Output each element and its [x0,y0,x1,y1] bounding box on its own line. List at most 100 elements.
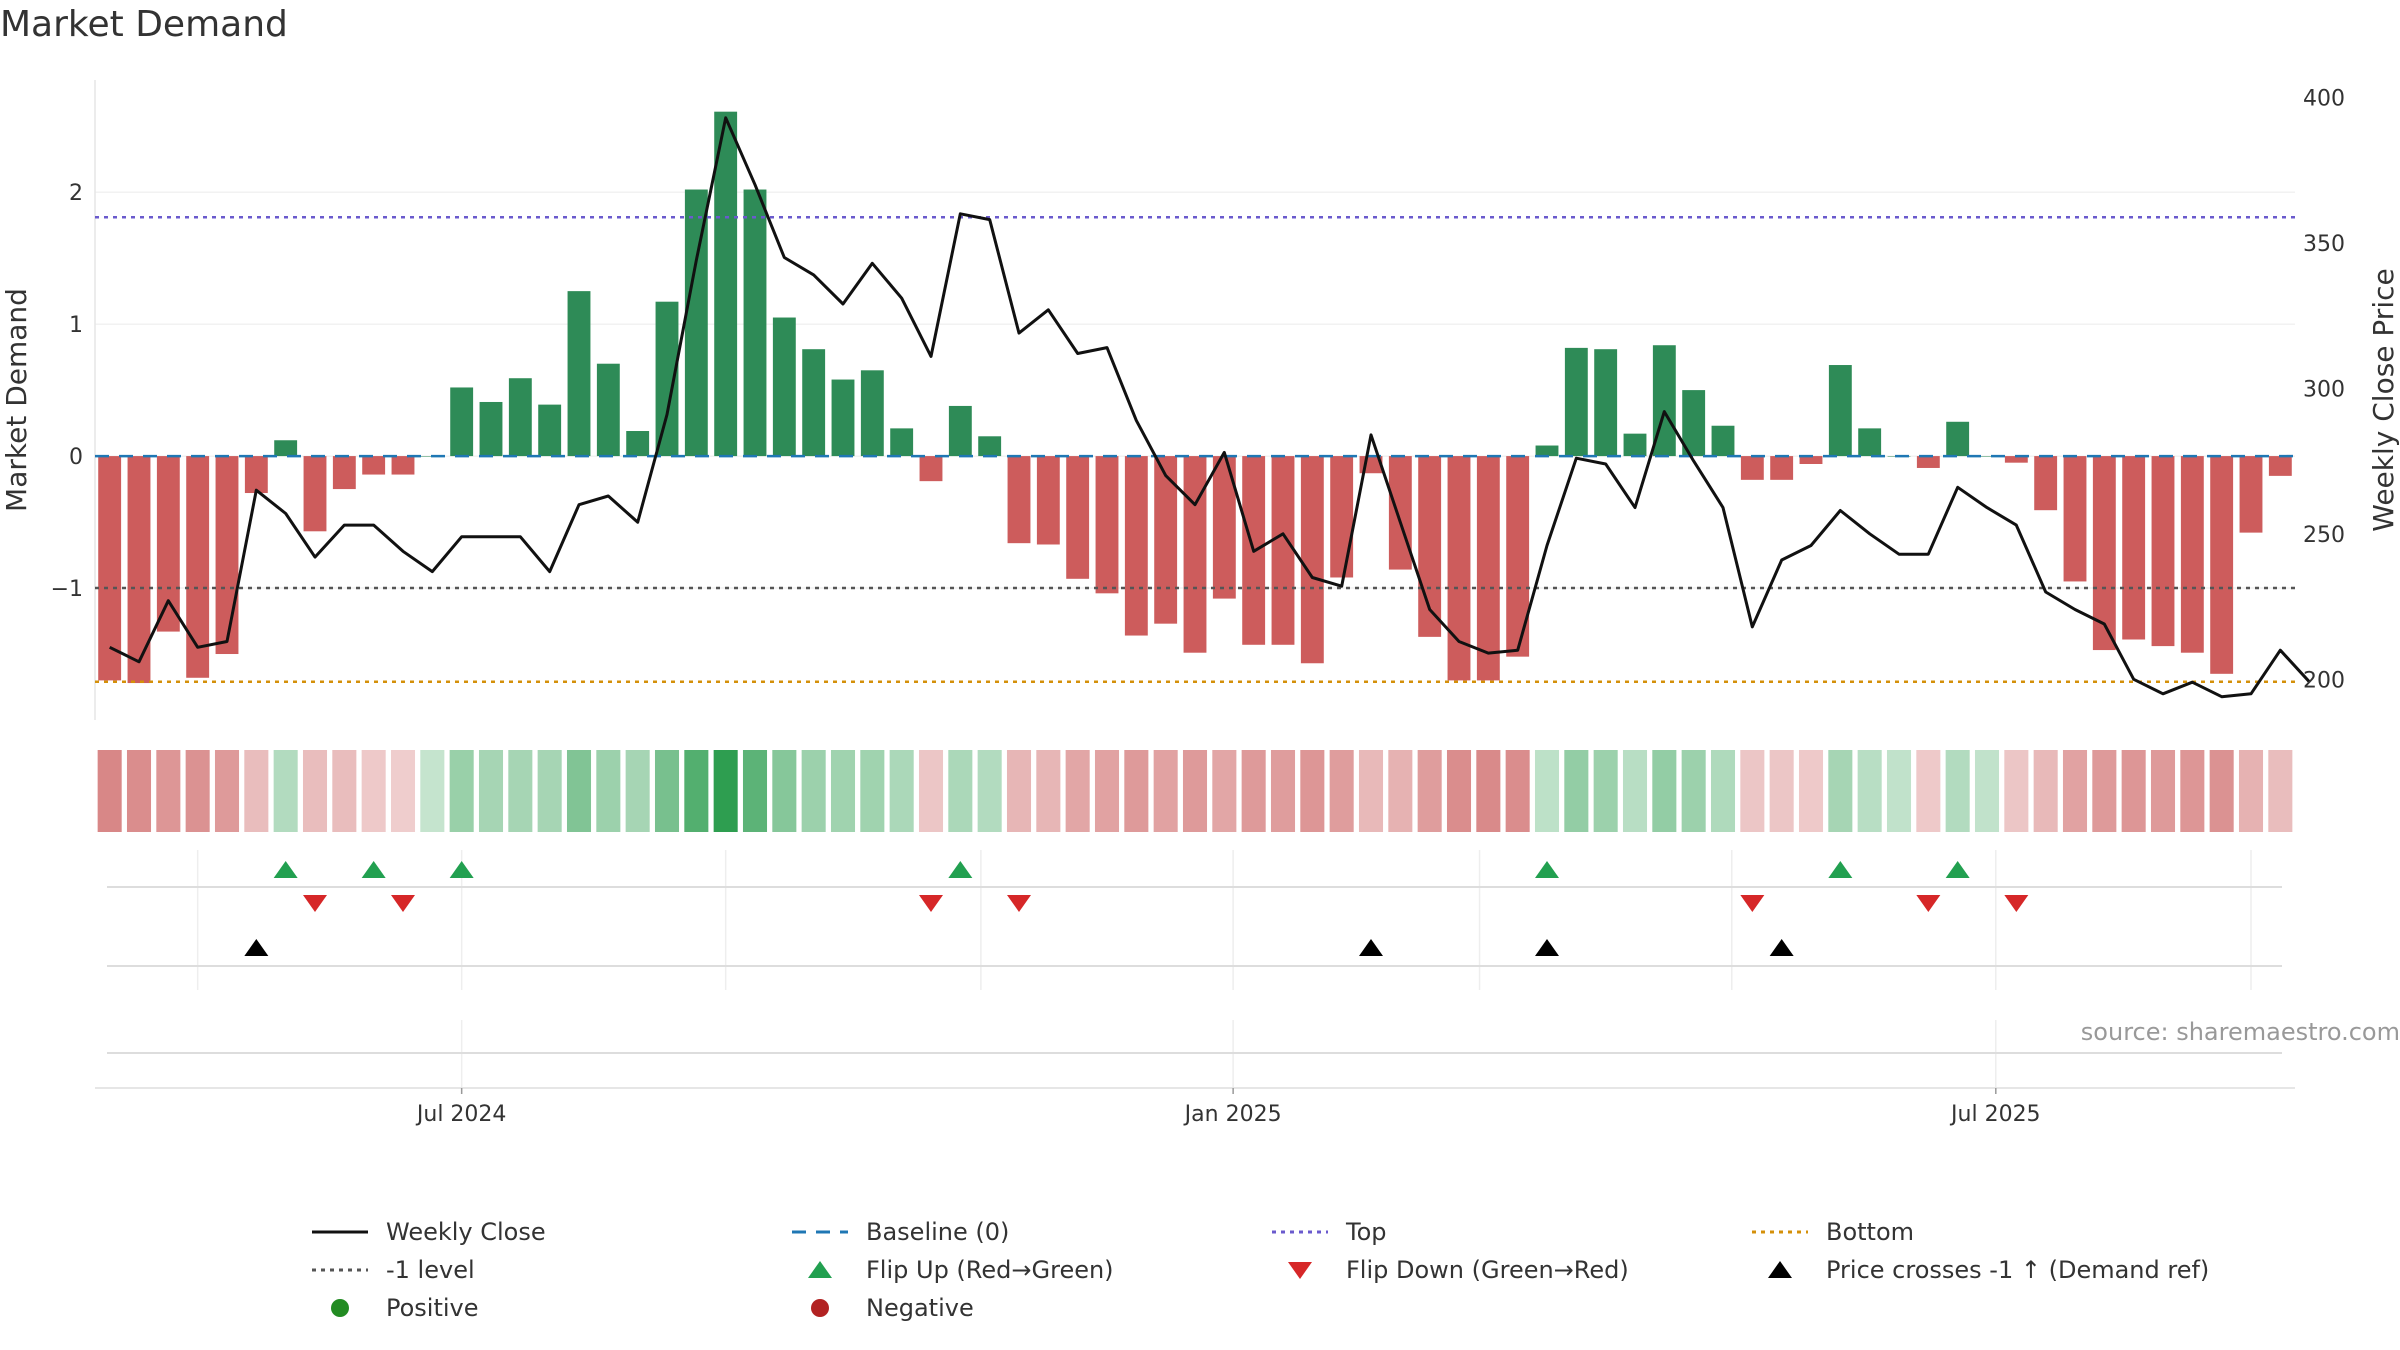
intensity-cell [1740,750,1765,832]
demand-bar [1975,456,1999,457]
demand-bar [1858,428,1882,457]
intensity-cell [156,750,181,832]
intensity-cell [390,750,416,832]
demand-bar [1447,456,1471,681]
demand-bar [274,440,298,457]
intensity-cell [1388,750,1413,832]
demand-bar [1535,445,1559,457]
demand-bar [2210,456,2234,674]
legend-minus1: -1 level [310,1253,475,1287]
intensity-cell [1505,750,1530,832]
intensity-cell [772,750,797,832]
legend-weekly-close: Weekly Close [310,1215,546,1249]
y-tick-label: −1 [51,577,83,602]
x-tick-label: Jan 2025 [1183,1102,1282,1127]
price-cross-triangle-icon [1768,1261,1792,1278]
demand-bar [332,456,356,490]
intensity-cell [2121,750,2146,832]
demand-bar [1095,456,1119,594]
intensity-cell [1652,750,1677,832]
demand-bar [1388,456,1412,570]
demand-bar [1476,456,1500,681]
demand-bar [391,456,415,475]
demand-bar [919,456,943,482]
intensity-cell [449,750,474,832]
intensity-cell [1241,750,1266,832]
intensity-cell [1681,750,1706,832]
legend: Weekly Close Baseline (0) Top Bottom -1 … [0,1215,2400,1335]
demand-bar [567,291,591,457]
demand-bar [1330,456,1354,578]
demand-bar [215,456,239,655]
intensity-cell [478,750,504,832]
demand-bar [450,387,474,457]
y2-tick-label: 250 [2303,523,2345,548]
legend-flip-up: Flip Up (Red→Green) [790,1253,1114,1287]
flip-up-marker [1535,861,1559,878]
demand-bar [831,379,855,457]
demand-bar [1212,456,1236,599]
intensity-cell [2268,750,2293,832]
flip-down-marker [1916,895,1941,912]
demand-bar [1682,390,1706,457]
demand-bar [948,405,972,457]
y-tick-label: 0 [69,445,83,470]
demand-bar [1271,456,1295,645]
legend-negative: Negative [790,1291,974,1325]
intensity-cell [1006,750,1032,832]
demand-bar [1740,456,1764,480]
demand-bar [802,349,826,457]
y2-tick-label: 300 [2303,377,2345,402]
legend-negative-label: Negative [866,1294,974,1322]
price-cross-marker [244,939,269,956]
intensity-cell [1417,750,1442,832]
intensity-cell [1300,750,1325,832]
price-cross-marker [1535,939,1559,956]
intensity-cell [1622,750,1648,832]
intensity-cell [1564,750,1589,832]
demand-bar [538,404,562,457]
y2-axis-title: Weekly Close Price [2367,268,2400,531]
intensity-cell [1916,750,1941,832]
demand-bar [714,111,738,457]
flip-up-marker [948,861,973,878]
intensity-cell [361,750,386,832]
intensity-cell [1974,750,2000,832]
y-axis-title: Market Demand [0,288,33,512]
legend-flip-down-label: Flip Down (Green→Red) [1346,1256,1629,1284]
y2-tick-label: 200 [2303,668,2345,693]
y-tick-label: 1 [69,313,83,338]
intensity-cell [918,750,944,832]
intensity-cell [1886,750,1912,832]
legend-positive-label: Positive [386,1294,479,1322]
intensity-cell [625,750,650,832]
intensity-cell [1094,750,1120,832]
intensity-cell [1710,750,1736,832]
demand-bar [772,317,796,457]
demand-bar [596,363,620,457]
intensity-cell [1124,750,1149,832]
demand-bar [1183,456,1207,653]
minus1-dotted-icon [312,1268,368,1272]
chart-title: Market Demand [0,4,288,45]
demand-bar [2063,456,2087,582]
weekly-close-line [109,116,2311,699]
demand-bar [2004,456,2028,463]
demand-bar [186,456,210,678]
intensity-cell [889,750,914,832]
intensity-cell [977,750,1002,832]
flip-down-marker [1007,895,1031,912]
intensity-cell [596,750,621,832]
demand-bar [362,456,386,475]
flip-down-marker [1740,895,1765,912]
demand-bar [2180,456,2204,653]
baseline-dash-icon [792,1230,848,1234]
legend-weekly-close-label: Weekly Close [386,1218,546,1246]
demand-bar [244,456,268,494]
bottom-dotted-icon [1752,1230,1808,1234]
legend-baseline: Baseline (0) [790,1215,1009,1249]
y2-tick-label: 400 [2303,86,2345,111]
intensity-cell [1065,750,1090,832]
intensity-cell [1446,750,1472,832]
x-tick-label: Jul 2024 [415,1102,507,1127]
